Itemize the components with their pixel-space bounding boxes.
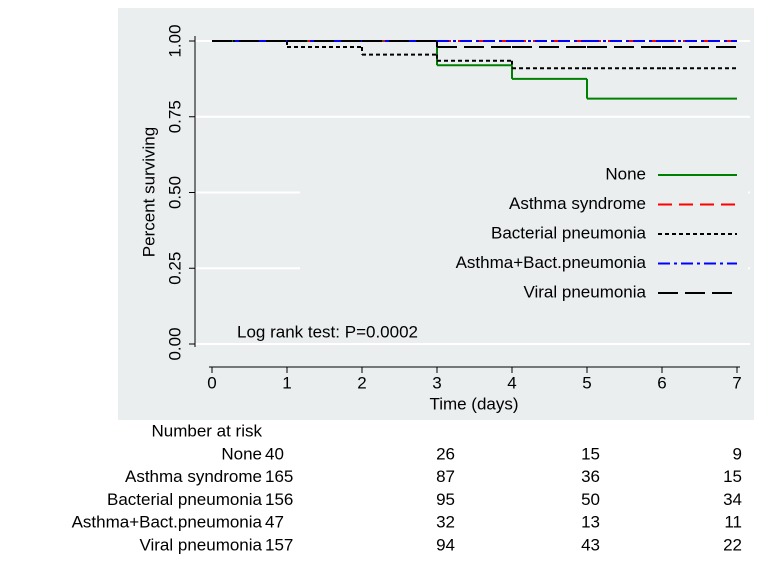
risk-row-name: Asthma+Bact.pneumonia — [72, 513, 263, 532]
y-tick-label: 0.25 — [165, 252, 184, 285]
risk-count: 9 — [733, 444, 742, 463]
risk-count: 156 — [265, 490, 293, 509]
risk-table-title: Number at risk — [151, 421, 262, 440]
risk-row-name: Viral pneumonia — [139, 535, 262, 554]
legend-label: Asthma syndrome — [509, 194, 646, 213]
risk-count: 40 — [265, 444, 284, 463]
y-axis-title: Percent surviving — [139, 127, 158, 257]
risk-count: 50 — [581, 490, 600, 509]
x-tick-label: 3 — [432, 373, 441, 392]
x-axis-title: Time (days) — [429, 394, 518, 413]
x-tick-label: 0 — [207, 373, 216, 392]
risk-count: 22 — [723, 535, 742, 554]
risk-count: 32 — [436, 513, 455, 532]
y-tick-label: 0.75 — [165, 100, 184, 133]
risk-count: 15 — [581, 444, 600, 463]
risk-count: 47 — [265, 513, 284, 532]
risk-count: 13 — [581, 513, 600, 532]
y-tick-label: 1.00 — [165, 24, 184, 57]
risk-row-name: Bacterial pneumonia — [107, 490, 263, 509]
x-tick-label: 7 — [732, 373, 741, 392]
risk-count: 34 — [723, 490, 742, 509]
y-tick-label: 0.50 — [165, 176, 184, 209]
risk-count: 43 — [581, 535, 600, 554]
legend-label: Asthma+Bact.pneumonia — [456, 253, 647, 272]
risk-count: 87 — [436, 467, 455, 486]
x-tick-label: 4 — [507, 373, 516, 392]
risk-row-name: Asthma syndrome — [125, 467, 262, 486]
risk-row-name: None — [221, 444, 262, 463]
x-tick-label: 6 — [657, 373, 666, 392]
annotation: Log rank test: P=0.0002 — [237, 322, 418, 341]
y-tick-label: 0.00 — [165, 327, 184, 360]
legend-box — [300, 158, 748, 306]
legend-label: Bacterial pneumonia — [491, 223, 647, 242]
risk-count: 36 — [581, 467, 600, 486]
risk-count: 15 — [723, 467, 742, 486]
risk-count: 95 — [436, 490, 455, 509]
x-tick-label: 5 — [582, 373, 591, 392]
risk-count: 94 — [436, 535, 455, 554]
risk-count: 11 — [724, 513, 742, 532]
x-tick-label: 2 — [357, 373, 366, 392]
legend-label: Viral pneumonia — [523, 282, 646, 301]
x-tick-label: 1 — [282, 373, 291, 392]
risk-count: 165 — [265, 467, 293, 486]
risk-count: 157 — [265, 535, 293, 554]
risk-count: 26 — [436, 444, 455, 463]
legend-label: None — [605, 164, 646, 183]
